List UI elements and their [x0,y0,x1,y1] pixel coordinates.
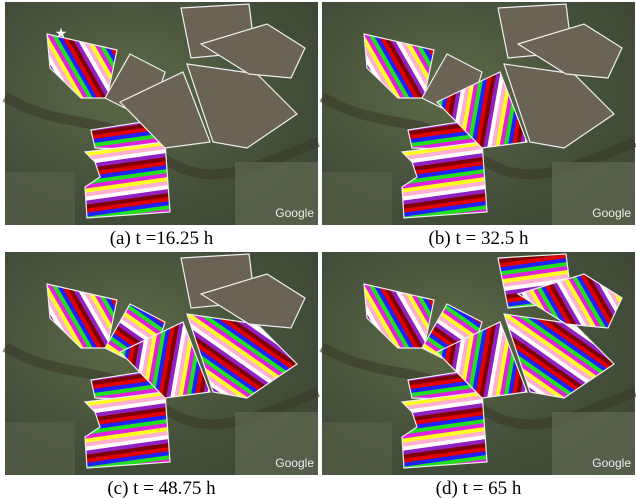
watermark: Google [275,456,314,470]
field [402,392,487,468]
crop-patch [5,422,75,475]
field [85,142,170,218]
watermark: Google [275,206,314,220]
field [402,142,487,218]
watermark: Google [592,206,631,220]
caption: (b) t = 32.5 h [429,228,529,249]
caption: (d) t = 65 h [436,478,522,498]
start-marker: ★ [55,27,68,42]
panel: Google [322,2,635,225]
crop-patch [322,172,392,225]
watermark: Google [592,456,631,470]
panel: Google [322,252,635,475]
caption: (c) t = 48.75 h [107,478,216,498]
field [85,392,170,468]
panel: Google [5,252,318,475]
crop-patch [5,172,75,225]
figure: ★ Google (a) t =16.25 h Google (b) t = 32.5 … [0,0,636,498]
panel: ★ Google [5,2,318,225]
caption: (a) t =16.25 h [110,228,214,249]
crop-patch [322,422,392,475]
